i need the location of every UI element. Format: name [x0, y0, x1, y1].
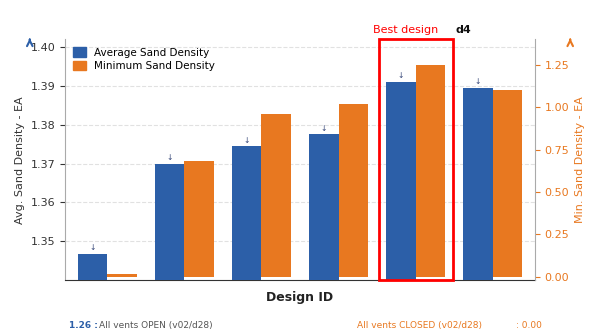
Bar [338, 104, 368, 277]
Text: 1.26 :: 1.26 : [69, 321, 98, 330]
Text: : 0.00: : 0.00 [516, 321, 542, 330]
Y-axis label: Avg. Sand Density - EA: Avg. Sand Density - EA [15, 96, 25, 223]
Bar [493, 90, 522, 277]
Text: ↓: ↓ [398, 71, 404, 80]
Bar [416, 64, 445, 277]
Text: ↓: ↓ [244, 136, 250, 145]
Text: All vents OPEN (v02/d28): All vents OPEN (v02/d28) [99, 321, 212, 330]
Text: All vents CLOSED (v02/d28): All vents CLOSED (v02/d28) [357, 321, 482, 330]
Legend: Average Sand Density, Minimum Sand Density: Average Sand Density, Minimum Sand Densi… [70, 44, 218, 74]
X-axis label: Design ID: Design ID [266, 291, 334, 304]
Text: ↓: ↓ [475, 77, 481, 86]
Text: ↓: ↓ [167, 153, 173, 162]
Y-axis label: Min. Sand Density - EA: Min. Sand Density - EA [575, 96, 585, 223]
Bar [386, 82, 416, 332]
Bar [155, 164, 184, 332]
Text: d4: d4 [455, 25, 472, 35]
Bar [379, 39, 452, 280]
Text: ↓: ↓ [320, 124, 327, 133]
Bar [78, 254, 107, 332]
Bar [107, 274, 137, 277]
Bar [309, 134, 338, 332]
Text: ↓: ↓ [89, 243, 96, 252]
Bar [232, 146, 262, 332]
Bar [463, 88, 493, 332]
Bar [184, 161, 214, 277]
Bar [262, 114, 291, 277]
Text: Best design: Best design [373, 25, 442, 35]
